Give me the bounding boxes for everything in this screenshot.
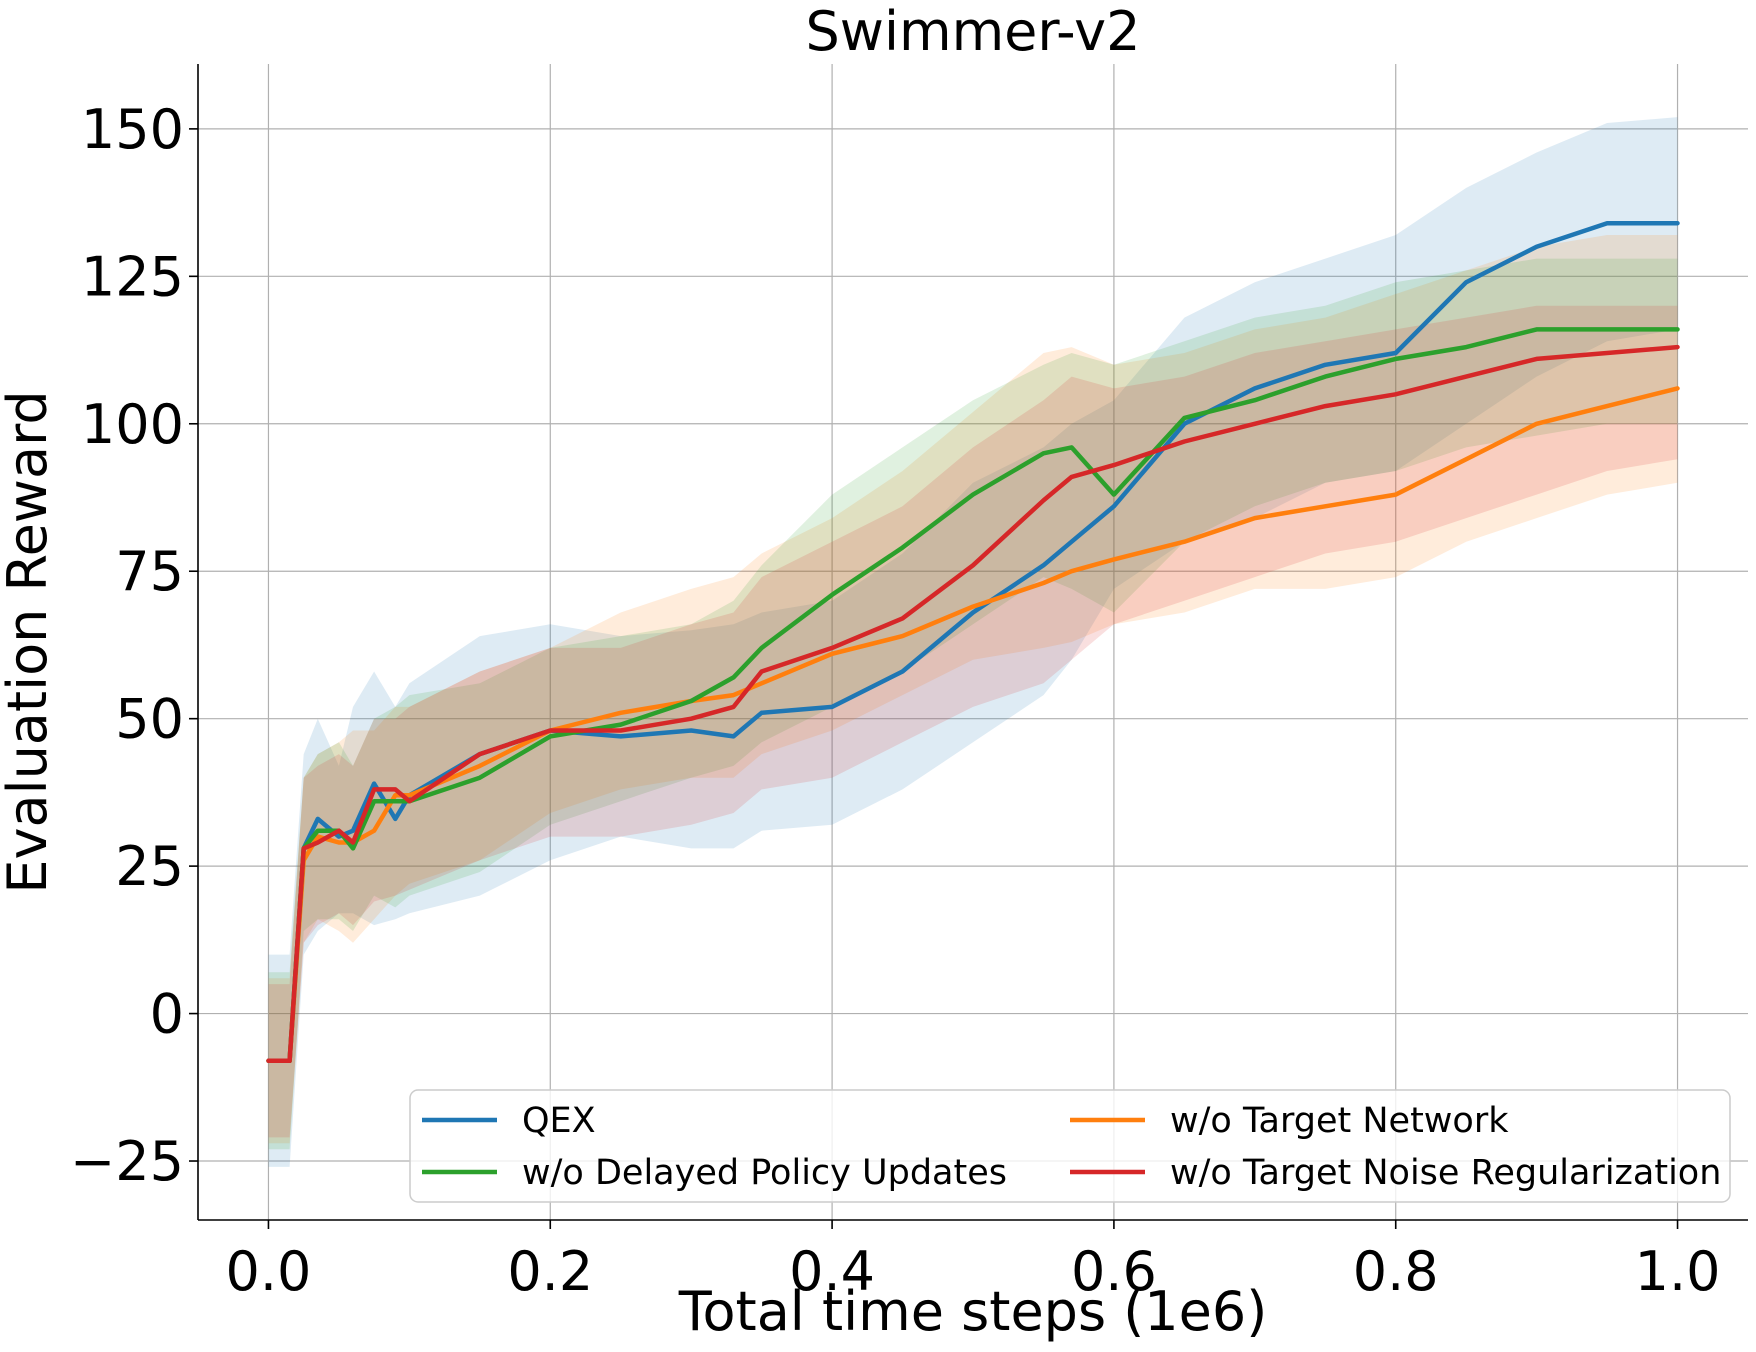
y-axis-label: Evaluation Reward [0, 390, 59, 893]
x-axis-label: Total time steps (1e6) [678, 1280, 1268, 1343]
x-tick-label: 1.0 [1635, 1240, 1721, 1303]
y-tick-label: 100 [81, 393, 184, 456]
y-tick-label: 125 [81, 245, 184, 308]
y-tick-label: 50 [115, 688, 184, 751]
y-tick-label: 0 [150, 983, 184, 1046]
confidence-bands [268, 117, 1678, 1167]
chart-title: Swimmer-v2 [806, 0, 1141, 63]
axes: 0.0 0.2 0.4 0.6 0.8 1.0 −25 0 25 50 75 100 125 150 [70, 64, 1748, 1303]
x-tick-label: 0.4 [789, 1240, 875, 1303]
grid [198, 64, 1748, 1220]
legend: QEX w/o Delayed Policy Updates w/o Target … [409, 1089, 1731, 1203]
legend-label: w/o Target Noise Regularization [1170, 1153, 1721, 1193]
band-qex [268, 117, 1678, 1167]
band-w-o-delayed-policy-updates [268, 258, 1678, 1150]
y-tick-label: 75 [115, 540, 184, 603]
legend-label: QEX [522, 1101, 596, 1141]
x-tick-label: 0.0 [226, 1240, 312, 1303]
line-qex [266, 220, 1680, 1064]
y-tick-label: 150 [81, 98, 184, 161]
x-tick-label: 0.8 [1353, 1240, 1439, 1303]
line-w-o-delayed-policy-updates [266, 327, 1680, 1064]
y-tick-label: 25 [115, 835, 184, 898]
legend-box [409, 1089, 1731, 1203]
x-tick-label: 0.2 [507, 1240, 593, 1303]
line-w-o-target-noise-regularization [266, 344, 1680, 1064]
legend-label: w/o Target Network [1170, 1101, 1509, 1141]
band-w-o-target-noise-regularization [268, 305, 1678, 1138]
legend-label: w/o Delayed Policy Updates [522, 1153, 1007, 1193]
series-lines [266, 220, 1680, 1064]
band-w-o-target-network [268, 235, 1678, 1144]
y-tick-label: −25 [70, 1130, 184, 1193]
x-tick-label: 0.6 [1071, 1240, 1157, 1303]
